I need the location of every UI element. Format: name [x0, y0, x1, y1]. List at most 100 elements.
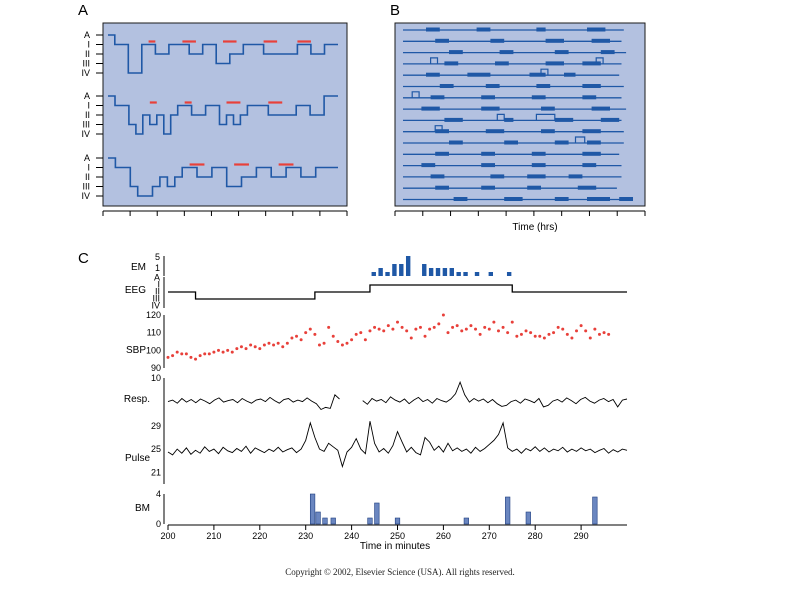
row-10-hump — [434, 125, 443, 132]
row-10-bar — [485, 129, 505, 134]
sbp-tick-label: 120 — [146, 310, 161, 320]
row-11-hump — [574, 136, 586, 143]
sbp-point — [396, 320, 399, 324]
panel-c-pulse-track: Pulse 29 25 21 — [125, 420, 628, 484]
sbp-point — [175, 350, 179, 354]
sbp-point — [496, 329, 500, 333]
sbp-point — [464, 327, 468, 331]
sbp-point — [579, 324, 583, 328]
sbp-point — [597, 332, 601, 336]
em-bar — [463, 272, 468, 276]
sbp-point — [377, 327, 381, 331]
bm-bar — [525, 511, 531, 525]
em-tick-label: 5 — [155, 252, 160, 262]
sbp-point — [226, 348, 230, 352]
panel-c-tick-label: 210 — [206, 531, 221, 541]
sbp-point — [414, 327, 418, 331]
sbp-point — [373, 325, 377, 329]
row-2-bar — [435, 38, 449, 43]
sbp-point — [235, 347, 239, 351]
sbp-point — [336, 340, 340, 343]
eeg-line — [168, 284, 627, 300]
night-1-stage-label: A — [84, 30, 90, 40]
night-1-stage-label: IV — [81, 68, 90, 78]
sbp-point — [267, 341, 271, 345]
pulse-label: Pulse — [125, 453, 150, 464]
panel-c-tick-label: 280 — [528, 531, 543, 541]
row-5-hump — [540, 68, 549, 76]
em-bar — [385, 272, 390, 276]
row-9-hump — [496, 113, 505, 121]
sbp-point — [317, 343, 321, 347]
sbp-point — [184, 352, 188, 356]
panel-b-letter: B — [390, 2, 400, 19]
row-4-bar — [495, 61, 509, 66]
sbp-point — [524, 329, 528, 333]
sbp-point — [203, 352, 207, 356]
sbp-point — [607, 332, 611, 336]
sbp-point — [469, 324, 473, 328]
night-2-stage-label: IV — [81, 129, 90, 139]
night-3-hypnogram-line — [108, 157, 338, 197]
row-6-bar — [485, 84, 500, 88]
sbp-point — [354, 332, 358, 336]
row-11-bar — [554, 140, 569, 145]
sbp-point — [432, 325, 436, 329]
row-9-hump — [535, 113, 556, 121]
row-7-bar — [430, 95, 445, 100]
sbp-point — [368, 329, 372, 333]
sbp-point — [272, 343, 276, 347]
sbp-point — [230, 350, 234, 354]
em-bar — [474, 272, 480, 276]
row-12-bar — [582, 151, 601, 156]
eeg-stage-label: A — [154, 273, 160, 283]
em-bar — [428, 268, 434, 276]
row-14-bar — [430, 174, 445, 179]
sbp-point — [216, 348, 220, 352]
sbp-point — [400, 325, 404, 329]
night-1-stage-label: III — [82, 59, 90, 69]
panel-a-letter: A — [78, 2, 88, 19]
sbp-point — [501, 325, 505, 329]
sbp-point — [166, 355, 170, 359]
row-9-bar — [554, 117, 574, 122]
sbp-point — [340, 343, 344, 347]
pulse-tick-label: 25 — [151, 444, 161, 454]
em-bar — [488, 272, 493, 276]
sbp-point — [313, 332, 317, 336]
em-bar — [405, 256, 411, 276]
row-4-hump — [430, 57, 439, 64]
row-11-bar — [449, 140, 463, 145]
sbp-point — [253, 345, 257, 349]
row-15-bar — [577, 185, 597, 190]
row-15-bar — [435, 185, 449, 190]
sbp-point — [552, 331, 556, 335]
resp-tick-label: 10 — [151, 373, 161, 383]
bm-bar — [374, 502, 380, 525]
row-9-bar — [444, 117, 463, 122]
sbp-point — [455, 324, 459, 328]
sbp-point — [437, 322, 441, 326]
row-5-bar — [426, 72, 440, 77]
night-2-stage-label: III — [82, 120, 90, 130]
em-bar — [378, 268, 383, 276]
panel-c-em-track: EM 51 — [131, 252, 512, 276]
sbp-point — [290, 336, 294, 340]
bm-bar — [322, 517, 328, 525]
row-2-bar — [591, 38, 610, 43]
em-bar — [399, 264, 404, 276]
sbp-point — [542, 336, 546, 340]
row-13-bar — [421, 163, 436, 168]
sbp-point — [350, 338, 354, 342]
eeg-label: EEG — [125, 285, 146, 296]
sbp-point — [460, 329, 464, 333]
resp-label: Resp. — [124, 394, 150, 405]
row-3-bar — [499, 50, 514, 55]
sbp-point — [345, 341, 349, 345]
em-bar — [456, 272, 461, 276]
sbp-tick-label: 100 — [146, 345, 161, 355]
panel-c-x-axis: 200 210 220 230 240 250 260 270 280 290 — [160, 524, 627, 541]
panel-c-tick-label: 240 — [344, 531, 359, 541]
sbp-point — [276, 341, 280, 345]
